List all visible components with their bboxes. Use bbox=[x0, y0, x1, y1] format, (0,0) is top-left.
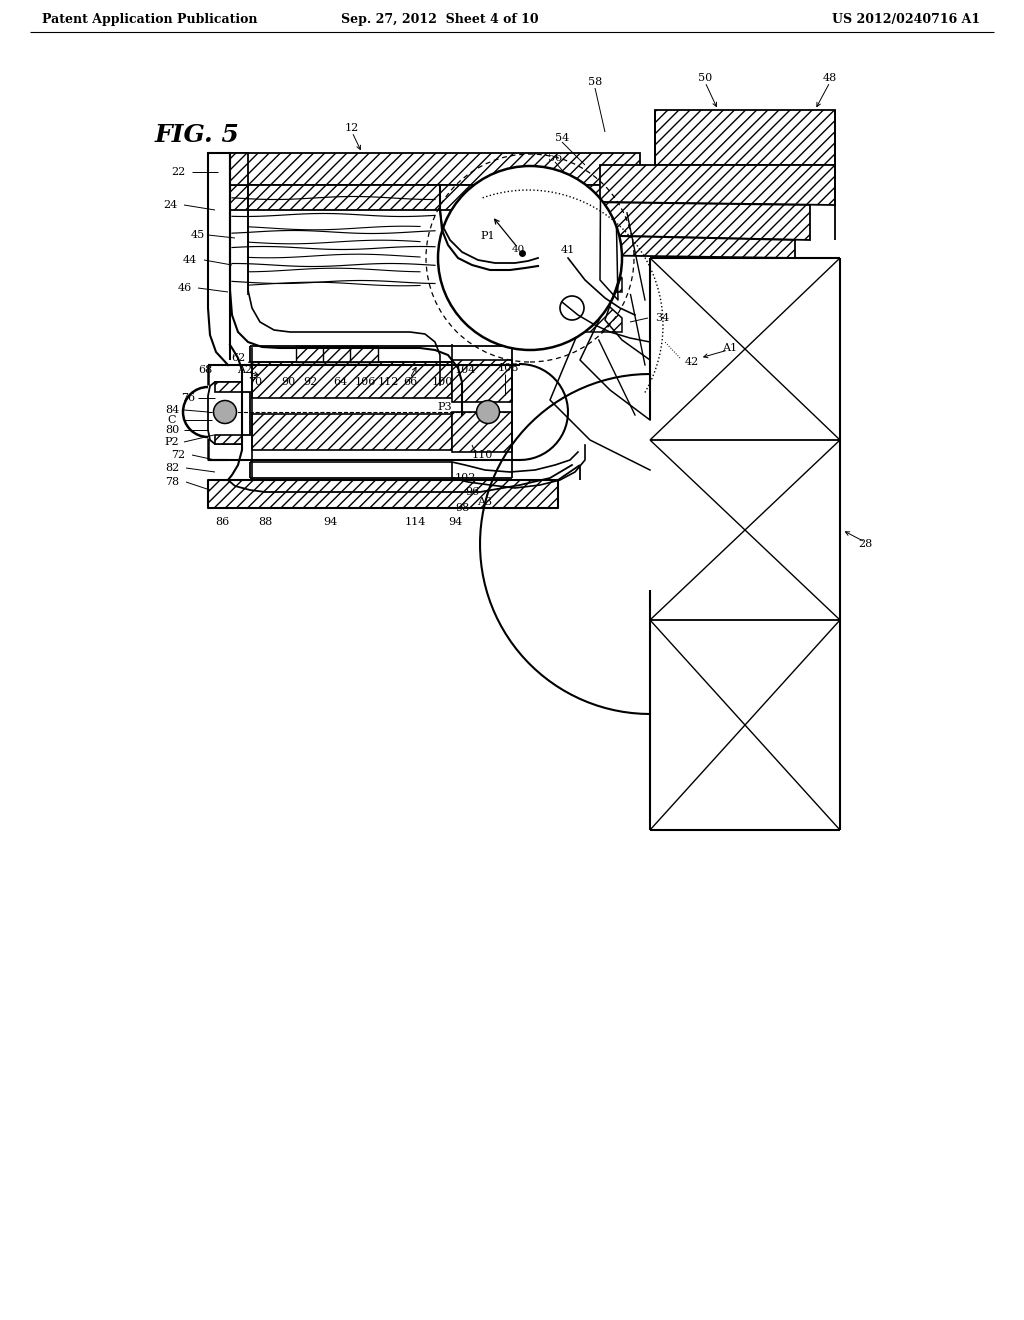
Text: 86: 86 bbox=[215, 517, 229, 527]
Bar bbox=[252, 414, 452, 450]
Polygon shape bbox=[580, 202, 810, 240]
Text: 88: 88 bbox=[258, 517, 272, 527]
Text: Sep. 27, 2012  Sheet 4 of 10: Sep. 27, 2012 Sheet 4 of 10 bbox=[341, 13, 539, 26]
Text: 110: 110 bbox=[471, 450, 493, 459]
Text: 94: 94 bbox=[323, 517, 337, 527]
Text: P1: P1 bbox=[480, 231, 496, 242]
Text: 82: 82 bbox=[165, 463, 179, 473]
Polygon shape bbox=[600, 165, 835, 205]
Text: 68: 68 bbox=[198, 366, 212, 375]
Text: 100: 100 bbox=[431, 378, 453, 387]
Polygon shape bbox=[570, 235, 795, 257]
Text: 34: 34 bbox=[655, 313, 669, 323]
Text: 92: 92 bbox=[303, 378, 317, 387]
Circle shape bbox=[438, 166, 622, 350]
Text: 98: 98 bbox=[455, 503, 469, 513]
Text: 108: 108 bbox=[498, 363, 519, 374]
Text: 22: 22 bbox=[171, 168, 185, 177]
Text: 46: 46 bbox=[178, 282, 193, 293]
Bar bbox=[452, 412, 512, 451]
Text: 66: 66 bbox=[402, 378, 417, 387]
Bar bbox=[230, 153, 248, 185]
Text: 78: 78 bbox=[165, 477, 179, 487]
Text: 24: 24 bbox=[163, 201, 177, 210]
Text: 112: 112 bbox=[377, 378, 398, 387]
Bar bbox=[452, 360, 512, 403]
Text: 42: 42 bbox=[685, 356, 699, 367]
Text: 56: 56 bbox=[548, 153, 562, 162]
Text: A3: A3 bbox=[477, 498, 493, 507]
Text: P2: P2 bbox=[165, 437, 179, 447]
Polygon shape bbox=[208, 381, 250, 444]
Text: P3: P3 bbox=[437, 403, 453, 412]
Text: US 2012/0240716 A1: US 2012/0240716 A1 bbox=[831, 13, 980, 26]
Text: 104: 104 bbox=[455, 366, 476, 375]
Bar bbox=[208, 480, 558, 508]
Polygon shape bbox=[215, 381, 242, 392]
Text: 80: 80 bbox=[165, 425, 179, 436]
Text: 12: 12 bbox=[345, 123, 359, 133]
Polygon shape bbox=[562, 298, 622, 333]
Text: A1: A1 bbox=[723, 343, 737, 352]
Text: 62: 62 bbox=[230, 352, 245, 363]
Circle shape bbox=[213, 400, 237, 424]
Text: 41: 41 bbox=[561, 246, 575, 255]
Text: Patent Application Publication: Patent Application Publication bbox=[42, 13, 257, 26]
Text: 114: 114 bbox=[404, 517, 426, 527]
Text: 70: 70 bbox=[248, 378, 262, 387]
Polygon shape bbox=[562, 257, 622, 292]
Polygon shape bbox=[655, 110, 835, 165]
Text: 106: 106 bbox=[354, 378, 376, 387]
Text: 28: 28 bbox=[858, 539, 872, 549]
Text: 84: 84 bbox=[165, 405, 179, 414]
Text: 45: 45 bbox=[190, 230, 205, 240]
Circle shape bbox=[476, 400, 500, 424]
Text: 102: 102 bbox=[455, 473, 476, 483]
Text: 64: 64 bbox=[333, 378, 347, 387]
Polygon shape bbox=[215, 436, 242, 444]
Bar bbox=[323, 346, 351, 362]
Text: 96: 96 bbox=[465, 487, 479, 498]
Text: 72: 72 bbox=[171, 450, 185, 459]
Text: FIG. 5: FIG. 5 bbox=[155, 123, 240, 147]
Text: C: C bbox=[168, 414, 176, 425]
Bar bbox=[230, 153, 640, 185]
Circle shape bbox=[560, 296, 584, 319]
Text: 94: 94 bbox=[447, 517, 462, 527]
Text: 76: 76 bbox=[181, 393, 195, 403]
Text: 58: 58 bbox=[588, 77, 602, 87]
Bar bbox=[296, 346, 324, 362]
Text: 48: 48 bbox=[823, 73, 838, 83]
Bar bbox=[350, 346, 378, 362]
Text: 90: 90 bbox=[281, 378, 295, 387]
Bar bbox=[252, 362, 452, 399]
Text: 50: 50 bbox=[698, 73, 712, 83]
Text: 54: 54 bbox=[555, 133, 569, 143]
Text: A2: A2 bbox=[238, 366, 253, 375]
Text: 40: 40 bbox=[511, 246, 524, 255]
Bar bbox=[230, 185, 640, 210]
Text: 44: 44 bbox=[183, 255, 198, 265]
